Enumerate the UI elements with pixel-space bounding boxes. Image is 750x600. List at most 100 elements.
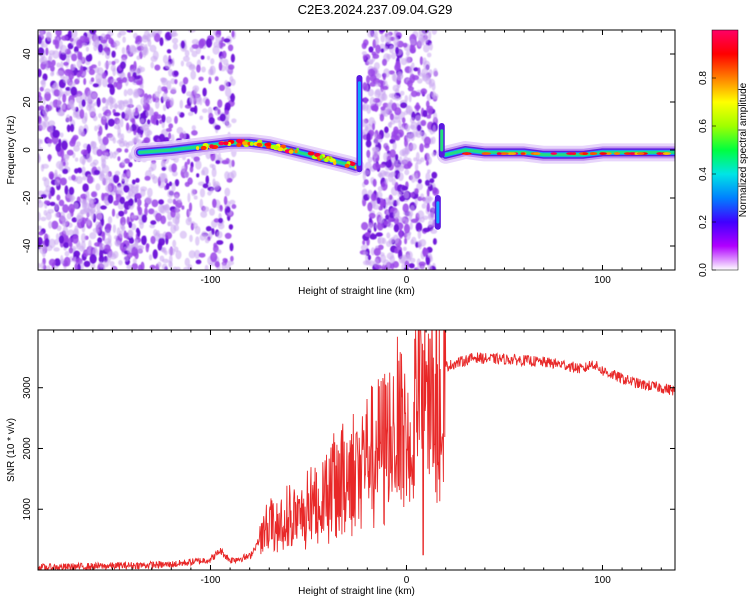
noise-blob [162,258,170,264]
noise-blob [378,30,386,33]
noise-blob [202,206,210,213]
noise-blob [170,209,176,218]
noise-blob [218,217,224,224]
noise-blob [105,172,110,181]
noise-blob [68,247,74,254]
noise-blob [231,118,237,124]
noise-blob [426,202,430,213]
noise-blob [57,98,61,108]
ridge-hotspot [242,141,248,146]
noise-blob [107,216,113,224]
snr-frame [37,329,676,571]
noise-blob [229,199,236,205]
noise-blob [230,93,235,103]
noise-blob [113,250,119,259]
noise-blob [405,105,413,115]
noise-blob [46,265,51,270]
noise-blob [419,143,424,153]
ridge-hotspot [288,149,294,154]
noise-blob [200,169,205,176]
noise-blob [391,73,397,82]
noise-blob [366,149,371,158]
ridge-hotspot [249,141,254,146]
y-tick-label: 40 [22,48,33,60]
noise-blob [199,198,204,209]
noise-blob [111,151,117,159]
noise-blob [89,162,97,168]
noise-blob [117,100,125,105]
ridge-hotspot [582,152,588,155]
noise-blob [137,205,141,212]
noise-blob [51,84,55,94]
noise-blob [415,151,420,162]
noise-blob [102,136,109,146]
noise-blob [387,122,392,128]
noise-blob [375,69,380,78]
noise-blob [95,72,103,83]
noise-blob [92,83,100,88]
noise-blob [46,31,52,42]
noise-blob [113,81,118,88]
noise-blob [365,139,372,148]
noise-blob [43,177,50,188]
noise-blob [384,178,389,185]
noise-blob [383,46,389,51]
noise-blob [76,242,81,250]
noise-blob [148,254,153,261]
noise-blob [405,124,411,132]
noise-blob [420,88,428,95]
noise-blob [51,59,56,67]
noise-blob [112,137,117,144]
noise-blob [107,118,115,127]
noise-blob [111,208,116,217]
noise-blob [100,39,107,44]
noise-blob [88,197,93,204]
noise-blob [409,257,416,263]
noise-blob [401,185,409,191]
noise-blob [42,107,48,116]
noise-blob [373,138,379,146]
noise-blob [190,70,197,80]
noise-blob [378,163,386,168]
noise-blob [161,159,166,167]
ridge-hotspot [209,144,215,149]
y-tick-label: 0 [22,147,33,153]
noise-blob [135,107,139,114]
noise-blob [96,149,103,157]
noise-blob [427,263,433,270]
noise-blob [74,168,79,174]
noise-blob [404,147,409,155]
noise-blob [193,195,198,200]
noise-blob [44,238,50,247]
noise-blob [38,111,41,118]
noise-blob [105,200,109,206]
noise-blob [121,222,125,231]
noise-blob [210,66,213,76]
noise-blob [431,30,438,35]
noise-blob [216,231,223,239]
noise-blob [426,52,432,58]
noise-blob [408,211,414,217]
noise-blob [194,87,198,97]
noise-blob [38,115,42,125]
noise-blob [144,175,151,181]
noise-blob [174,216,180,226]
noise-blob [145,110,149,117]
noise-blob [366,132,371,143]
noise-blob [111,104,119,109]
noise-blob [62,161,66,167]
noise-blob [126,171,131,177]
noise-blob [146,103,151,111]
noise-blob [170,87,177,94]
noise-blob [410,132,415,142]
snr-plot-area [38,330,675,570]
noise-blob [125,122,130,131]
noise-blob [91,92,97,99]
ridge-hotspot [566,152,576,155]
noise-speckle [38,30,440,270]
noise-blob [168,132,172,140]
noise-blob [368,46,374,53]
noise-blob [38,147,44,152]
noise-blob [402,203,409,213]
noise-blob [126,88,134,96]
